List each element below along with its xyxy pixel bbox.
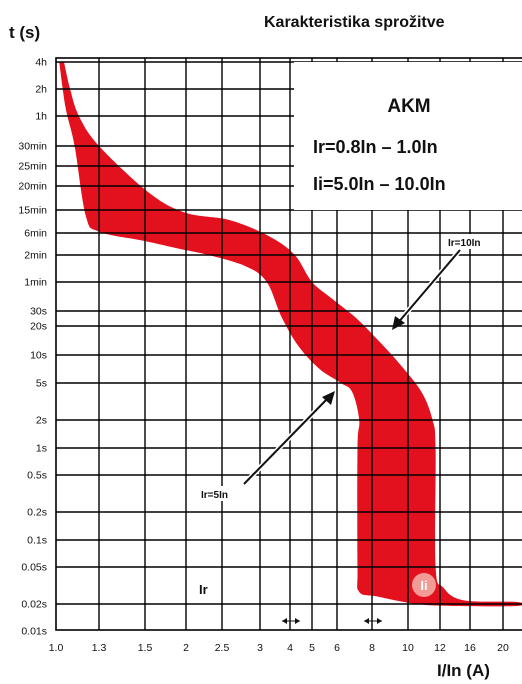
x-tick-labels: 1.0 1.3 1.5 2 2.5 3 4 5 6 8 10 12 16 20 <box>49 642 509 654</box>
y-tick-label: 0.2s <box>27 507 47 519</box>
callout-ir5-arrowhead <box>322 391 335 405</box>
y-tick-label: 1h <box>35 111 47 123</box>
callout-ir5-label: Ir=5In <box>201 490 228 501</box>
y-tick-label: 0.5s <box>27 470 47 482</box>
x-tick-label: 10 <box>402 642 414 654</box>
x-tick-label: 20 <box>497 642 509 654</box>
x-tick-label: 2.5 <box>215 642 230 654</box>
callout-ir5: Ir=5In <box>196 391 335 501</box>
ir-marker-label: Ir <box>199 582 208 597</box>
y-tick-label: 20min <box>18 181 47 193</box>
info-box: AKM Ir=0.8In – 1.0In Ii=5.0In – 10.0In <box>294 62 522 210</box>
callout-ir10-arrow <box>396 249 461 325</box>
ir-marker-box <box>196 578 216 600</box>
y-tick-label: 0.02s <box>21 599 47 611</box>
trip-band <box>59 62 522 607</box>
y-tick-label: 2s <box>36 415 47 427</box>
callout-ir5-arrow <box>243 396 330 485</box>
y-tick-label: 1s <box>36 443 47 455</box>
y-tick-label: 15min <box>18 205 47 217</box>
callout-ir10-arrowhead <box>392 316 405 330</box>
y-tick-label: 2min <box>24 250 47 262</box>
y-tick-labels: 4h 2h 1h 30min 25min 20min 15min 6min 2min 1min 30… <box>18 57 47 638</box>
info-box-line2: Ir=0.8In – 1.0In <box>313 137 438 157</box>
chart-title: Karakteristika sprožitve <box>264 14 445 31</box>
info-box-line1: AKM <box>387 96 430 117</box>
y-tick-label: 2h <box>35 84 47 96</box>
y-tick-label: 30min <box>18 141 47 153</box>
ir-range-arrow-right-head <box>295 618 300 624</box>
x-tick-label: 5 <box>309 642 315 654</box>
markers: Ir Ii <box>196 573 436 600</box>
info-box-background <box>294 62 522 210</box>
x-tick-label: 16 <box>464 642 476 654</box>
y-tick-label: 30s <box>30 306 47 318</box>
y-axis-title: t (s) <box>9 23 40 42</box>
callout-ir10: Ir=10In <box>392 234 500 330</box>
info-box-line3: Ii=5.0In – 10.0In <box>313 174 446 194</box>
y-tick-label: 20s <box>30 321 47 333</box>
y-tick-label: 25min <box>18 161 47 173</box>
y-tick-label: 10s <box>30 350 47 362</box>
y-tick-label: 0.01s <box>21 626 47 638</box>
y-tick-label: 5s <box>36 378 47 390</box>
range-arrows <box>282 618 382 624</box>
ir-range-arrow-left-head <box>282 618 287 624</box>
x-tick-label: 6 <box>334 642 340 654</box>
x-tick-label: 1.0 <box>49 642 64 654</box>
y-tick-label: 1min <box>24 277 47 289</box>
callout-ir5-box <box>196 486 248 501</box>
x-tick-label: 1.5 <box>138 642 153 654</box>
x-tick-label: 8 <box>369 642 375 654</box>
x-tick-label: 2 <box>183 642 189 654</box>
ii-marker-badge <box>412 573 436 597</box>
x-tick-label: 1.3 <box>92 642 107 654</box>
x-axis-title: I/In (A) <box>437 661 490 680</box>
callout-ir10-box <box>444 234 500 249</box>
x-tick-label: 4 <box>287 642 293 654</box>
trip-band-layer <box>59 62 522 607</box>
y-tick-label: 6min <box>24 228 47 240</box>
x-tick-label: 3 <box>257 642 263 654</box>
x-tick-label: 12 <box>434 642 446 654</box>
plot-frame <box>55 57 522 631</box>
ii-range-arrow-left-head <box>364 618 369 624</box>
y-tick-label: 4h <box>35 57 47 69</box>
ii-range-arrow-right-head <box>377 618 382 624</box>
y-tick-label: 0.05s <box>21 562 47 574</box>
ii-marker-label: Ii <box>420 578 427 593</box>
callout-ir10-label: Ir=10In <box>448 238 481 249</box>
y-tick-label: 0.1s <box>27 535 47 547</box>
